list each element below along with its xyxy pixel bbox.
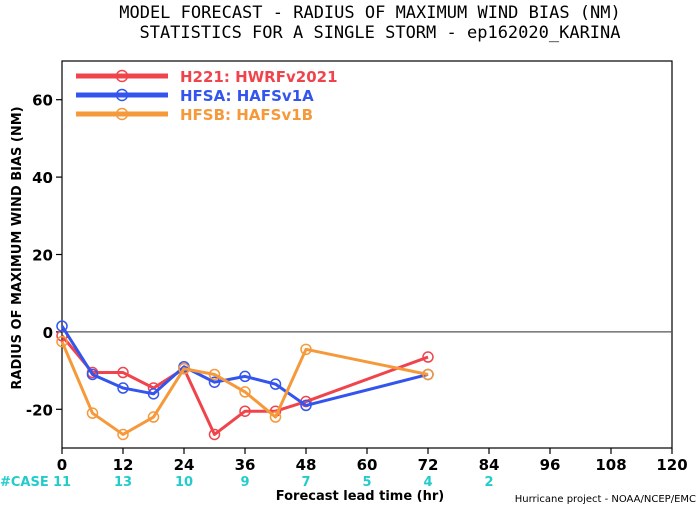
x-axis-ticks: 0 12 24 36 48 60 72 84 96 108 120 — [57, 448, 688, 474]
case-count: 10 — [175, 475, 193, 490]
legend-label: H221: HWRFv2021 — [180, 68, 338, 86]
series-point — [208, 376, 221, 388]
series-line — [60, 334, 429, 436]
legend-label: HFSB: HAFSv1B — [180, 106, 313, 124]
series-point — [117, 382, 129, 394]
series-point — [269, 378, 282, 390]
x-axis-label: Forecast lead time (hr) — [276, 489, 444, 504]
x-tick-label: 0 — [57, 456, 67, 474]
chart-subtitle: STATISTICS FOR A SINGLE STORM - ep162020… — [139, 23, 620, 43]
case-count: 5 — [362, 475, 371, 490]
y-tick-label: 60 — [32, 92, 53, 110]
series-point — [208, 368, 221, 381]
y-tick-label: 0 — [43, 324, 53, 342]
legend-label: HFSA: HAFSv1A — [180, 87, 314, 105]
series-point — [239, 405, 251, 417]
legend-item: HFSA: HAFSv1A — [76, 87, 314, 105]
series-point — [422, 351, 434, 363]
x-tick-label: 108 — [595, 456, 626, 474]
x-tick-label: 60 — [357, 456, 378, 474]
series-point — [422, 368, 434, 381]
series-point — [117, 428, 129, 441]
series-3 — [56, 335, 434, 441]
series-point — [147, 388, 160, 400]
series-point — [56, 335, 68, 348]
case-counts: #CASE 11 13 10 9 7 5 4 2 — [0, 475, 494, 490]
x-tick-label: 36 — [235, 456, 256, 474]
x-tick-label: 48 — [296, 456, 317, 474]
legend-marker — [115, 88, 129, 102]
case-count: 13 — [114, 475, 132, 490]
legend-marker — [115, 69, 129, 83]
series-point — [208, 428, 221, 441]
x-tick-label: 24 — [174, 456, 195, 474]
case-count-label: #CASE — [0, 475, 49, 490]
y-axis-ticks: -20 0 20 40 60 — [26, 92, 62, 419]
series-point — [300, 343, 312, 356]
series-point — [147, 411, 160, 423]
y-axis-label: RADIUS OF MAXIMUM WIND BIAS (NM) — [10, 106, 25, 389]
case-count: 7 — [301, 475, 310, 490]
case-count: 9 — [240, 475, 249, 490]
series-point — [178, 362, 190, 375]
chart-title: MODEL FORECAST - RADIUS OF MAXIMUM WIND … — [119, 3, 621, 23]
series-point — [56, 320, 68, 332]
series-point — [86, 407, 99, 419]
series-layer — [56, 320, 434, 441]
series-line — [60, 325, 429, 407]
x-tick-label: 120 — [656, 456, 687, 474]
credit-text: Hurricane project - NOAA/NCEP/EMC — [515, 494, 696, 505]
x-tick-label: 12 — [113, 456, 134, 474]
y-tick-label: -20 — [26, 401, 53, 419]
y-tick-label: 20 — [32, 247, 53, 265]
x-tick-label: 96 — [540, 456, 561, 474]
series-point — [86, 368, 99, 381]
series-point — [239, 370, 251, 383]
case-count: 2 — [484, 475, 493, 490]
legend-item: H221: HWRFv2021 — [76, 68, 338, 86]
series-line — [60, 340, 429, 436]
x-tick-label: 84 — [479, 456, 500, 474]
series-point — [117, 366, 129, 379]
legend-marker — [115, 107, 129, 121]
series-point — [300, 399, 312, 412]
series-point — [269, 411, 282, 423]
series-point — [239, 386, 251, 398]
y-tick-label: 40 — [32, 169, 53, 187]
case-count: 4 — [423, 475, 432, 490]
case-count: 11 — [53, 475, 71, 490]
legend-item: HFSB: HAFSv1B — [76, 106, 313, 124]
x-tick-label: 72 — [418, 456, 439, 474]
